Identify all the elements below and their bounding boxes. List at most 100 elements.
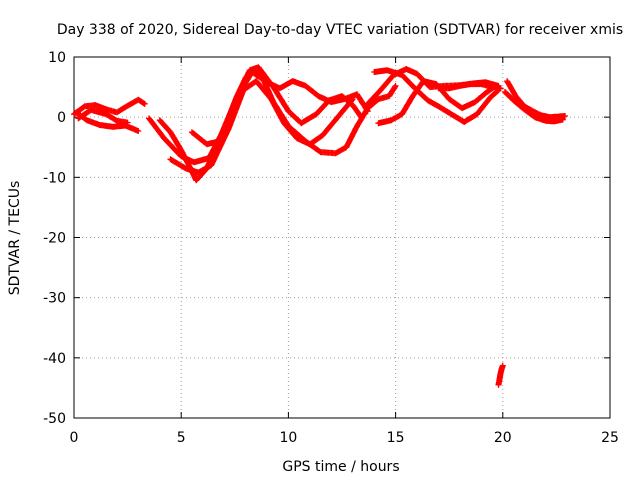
data-point [304,84,307,87]
data-point [379,89,382,91]
data-point [401,113,403,116]
data-point [523,108,526,111]
data-point [278,87,281,90]
data-point [180,155,183,158]
data-point [98,124,101,126]
data-point [193,161,195,164]
data-point [195,179,198,182]
data-point [540,114,543,117]
data-point [206,143,208,146]
x-axis-label: GPS time / hours [282,459,399,475]
data-point [534,116,536,119]
series-trace-b [73,109,142,134]
data-point [448,98,451,101]
y-tick-label: -40 [43,351,66,367]
x-tick-label: 15 [387,430,405,446]
data-point [504,90,506,93]
x-tick-label: 0 [70,430,79,446]
data-point [386,69,388,72]
data-point [227,128,230,131]
series-trace-m [501,88,566,125]
data-point [459,84,461,87]
series-trace-n [495,362,506,388]
data-point [169,158,172,161]
data-point [240,89,243,91]
data-point [356,93,358,96]
data-point [75,111,78,114]
data-point [126,104,129,107]
data-point [437,105,440,108]
data-point [319,151,322,153]
data-point [248,69,251,72]
chart-title: Day 338 of 2020, Sidereal Day-to-day VTE… [57,22,623,38]
y-tick-label: -20 [43,231,66,247]
data-point [405,68,408,70]
y-tick-label: -30 [43,291,66,307]
data-point [360,116,363,119]
series-trace-j [371,67,502,125]
data-series [71,64,568,388]
data-point [497,89,500,91]
data-point [437,87,440,90]
data-point [169,131,172,134]
data-point [351,104,354,107]
data-point [356,125,358,128]
data-point [296,137,298,140]
data-point [158,119,161,122]
x-tick-label: 25 [601,430,619,446]
data-point [191,131,193,134]
data-point [557,115,560,118]
data-point [480,83,483,85]
data-point [411,95,414,98]
data-point [388,95,391,98]
data-point [251,71,253,73]
data-point [270,98,273,101]
series-trace-c [75,106,131,126]
data-point [450,113,453,116]
data-point [476,113,478,116]
data-point [499,371,502,374]
y-tick-label: -10 [43,170,66,186]
series-trace-l [504,78,568,121]
data-point [163,137,165,140]
data-point [111,125,114,128]
data-point [255,80,258,82]
data-point [300,122,303,125]
data-point [373,71,376,73]
data-point [514,95,517,98]
data-point [564,115,566,117]
data-point [137,98,140,101]
y-tick-label: -50 [43,411,66,427]
data-point [544,119,547,122]
data-point [210,164,213,167]
data-point [484,92,487,94]
data-point [291,80,294,82]
data-point [94,104,97,107]
data-point [497,384,500,386]
data-point [461,107,463,110]
data-point [500,367,503,370]
data-point [77,117,80,120]
data-point [531,110,534,113]
data-point [218,140,221,143]
data-point [469,83,472,85]
data-point [474,101,476,104]
data-point [561,118,564,121]
data-point [553,120,556,123]
x-tick-label: 5 [177,430,186,446]
y-axis-label: SDTVAR / TECUs [7,181,23,296]
data-point [549,116,551,119]
data-point [229,113,232,116]
data-point [115,111,118,114]
data-point [463,121,466,123]
data-point [85,119,88,122]
data-point [115,119,118,122]
data-point [345,146,348,149]
data-point [184,167,187,170]
data-point [143,103,146,105]
data-point [105,108,108,111]
data-point [321,134,324,137]
data-point [257,66,260,69]
data-point [413,87,416,90]
